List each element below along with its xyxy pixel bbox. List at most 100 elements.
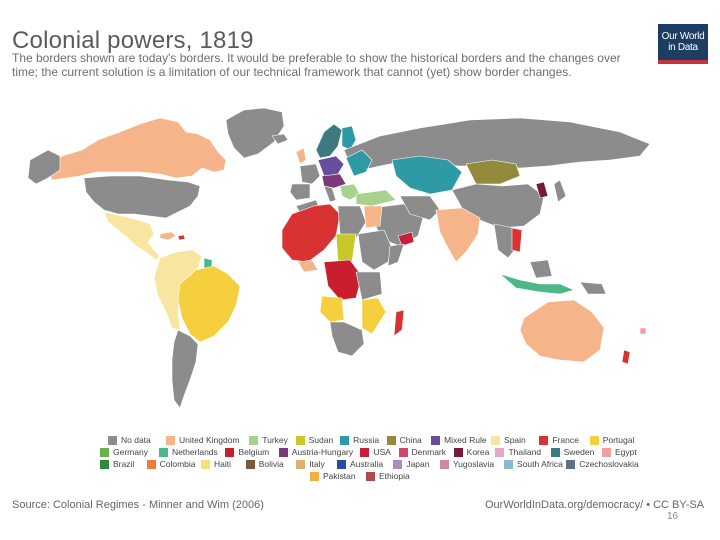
map-region-horn[interactable]	[387, 243, 405, 267]
legend-item[interactable]: Australia	[336, 458, 393, 470]
map-region-mongolia[interactable]	[465, 159, 521, 185]
legend-item[interactable]: Thailand	[495, 446, 550, 458]
legend-item[interactable]: No data	[108, 434, 166, 446]
legend-swatch	[108, 435, 117, 445]
legend-item[interactable]: Germany	[100, 446, 159, 458]
map-region-libya[interactable]	[337, 205, 367, 239]
map-region-indonesia[interactable]	[499, 273, 575, 295]
legend-item[interactable]: China	[386, 434, 432, 446]
legend-item[interactable]: Netherlands	[158, 446, 226, 458]
map-region-borneo[interactable]	[529, 259, 553, 279]
legend-swatch	[495, 447, 505, 457]
legend-item[interactable]: Brazil	[100, 458, 147, 470]
map-region-iceland[interactable]	[271, 133, 289, 145]
map-region-central-europe[interactable]	[317, 155, 345, 177]
legend-item[interactable]: Russia	[340, 434, 386, 446]
legend-item[interactable]: Italy	[296, 458, 337, 470]
legend-item[interactable]: Mixed Rule	[431, 434, 491, 446]
map-region-yemen[interactable]	[397, 231, 415, 247]
map-region-egypt[interactable]	[363, 205, 383, 229]
map-region-west-africa-france[interactable]	[281, 203, 341, 263]
legend-label: China	[399, 435, 422, 445]
legend-label: Russia	[353, 435, 380, 445]
map-region-madagascar[interactable]	[393, 309, 405, 337]
owid-logo[interactable]: Our World in Data	[658, 24, 708, 64]
map-region-uk[interactable]	[295, 147, 307, 165]
legend-item[interactable]: Bolivia	[245, 458, 297, 470]
legend-item[interactable]: Colombia	[146, 458, 201, 470]
legend-item[interactable]: Egypt	[601, 446, 640, 458]
legend-item[interactable]: Pakistan	[310, 470, 366, 482]
map-region-iberia[interactable]	[289, 183, 311, 201]
map-region-haiti[interactable]	[177, 234, 186, 241]
legend-item[interactable]: Portugal	[589, 434, 640, 446]
legend-item[interactable]: South Africa	[504, 458, 566, 470]
legend-swatch	[201, 459, 211, 469]
legend-item[interactable]: Czechoslovakia	[566, 458, 640, 470]
legend-item[interactable]: Haiti	[201, 458, 246, 470]
legend-row: Germany Netherlands Belgium Austria-Hungary…	[100, 446, 640, 458]
map-region-mozambique[interactable]	[361, 297, 387, 335]
map-region-korea[interactable]	[535, 181, 549, 199]
map-region-japan[interactable]	[553, 179, 567, 203]
map-region-scandinavia[interactable]	[315, 123, 343, 159]
legend-item[interactable]: United Kingdom	[166, 434, 249, 446]
legend-label: Australia	[349, 459, 384, 469]
map-region-southern-africa[interactable]	[329, 321, 365, 357]
legend-label: Bolivia	[258, 459, 284, 469]
source-note: Source: Colonial Regimes - Minner and Wi…	[12, 499, 264, 511]
legend-item[interactable]: Korea	[453, 446, 496, 458]
legend-item[interactable]: Ethiopia	[366, 470, 422, 482]
legend-swatch	[491, 435, 501, 445]
map-region-mexico[interactable]	[103, 211, 161, 261]
legend-item[interactable]: Sweden	[550, 446, 602, 458]
map-region-italy[interactable]	[323, 185, 337, 203]
map-region-pacific-islands[interactable]	[639, 327, 647, 335]
legend-swatch	[504, 459, 514, 469]
map-region-gulf-of-guinea[interactable]	[297, 259, 319, 273]
map-region-argentina[interactable]	[171, 329, 199, 409]
legend-swatch	[360, 447, 370, 457]
legend-swatch	[158, 447, 168, 457]
map-region-new-zealand[interactable]	[621, 349, 631, 365]
legend-swatch	[295, 435, 305, 445]
map-region-angola[interactable]	[319, 295, 345, 323]
legend-swatch	[398, 447, 408, 457]
legend-item[interactable]: Japan	[393, 458, 440, 470]
map-region-east-african-lakes[interactable]	[355, 271, 383, 301]
map-region-russia-teal[interactable]	[345, 149, 373, 177]
map-region-new-guinea[interactable]	[579, 281, 607, 295]
map-region-india[interactable]	[435, 207, 481, 263]
map-region-balkans[interactable]	[339, 183, 361, 201]
legend-item[interactable]: Spain	[491, 434, 539, 446]
map-region-sudan[interactable]	[335, 233, 357, 263]
map-region-persia[interactable]	[399, 195, 441, 221]
map-region-east-africa[interactable]	[357, 229, 393, 271]
legend-row: Pakistan Ethiopia	[100, 470, 640, 482]
map-region-greenland[interactable]	[225, 107, 285, 159]
map-region-alaska[interactable]	[27, 149, 61, 185]
legend-item[interactable]: Turkey	[249, 434, 295, 446]
legend-item[interactable]: USA	[360, 446, 398, 458]
map-region-vietnam[interactable]	[511, 227, 523, 253]
legend-item[interactable]: Denmark	[398, 446, 454, 458]
legend-item[interactable]: France	[539, 434, 589, 446]
license-link[interactable]: OurWorldInData.org/democracy/ • CC BY-SA	[485, 499, 705, 511]
map-region-turkey[interactable]	[355, 189, 397, 207]
legend-item[interactable]: Austria-Hungary	[278, 446, 361, 458]
legend-item[interactable]: Belgium	[225, 446, 278, 458]
map-region-finland[interactable]	[341, 125, 357, 151]
legend-label: South Africa	[517, 459, 563, 469]
map-region-brazil[interactable]	[177, 265, 241, 343]
legend-label: Denmark	[411, 447, 446, 457]
map-region-caribbean[interactable]	[159, 231, 177, 241]
map-region-canada[interactable]	[47, 117, 227, 181]
map-region-france[interactable]	[299, 163, 321, 185]
legend-row: Brazil Colombia Haiti Bolivia Italy Australia…	[100, 458, 640, 470]
legend-swatch	[146, 459, 156, 469]
map-region-congo-belgium[interactable]	[323, 259, 363, 301]
map-region-usa[interactable]	[83, 175, 201, 219]
map-region-australia[interactable]	[519, 299, 605, 363]
legend-item[interactable]: Sudan	[295, 434, 341, 446]
legend-item[interactable]: Yugoslavia	[439, 458, 504, 470]
